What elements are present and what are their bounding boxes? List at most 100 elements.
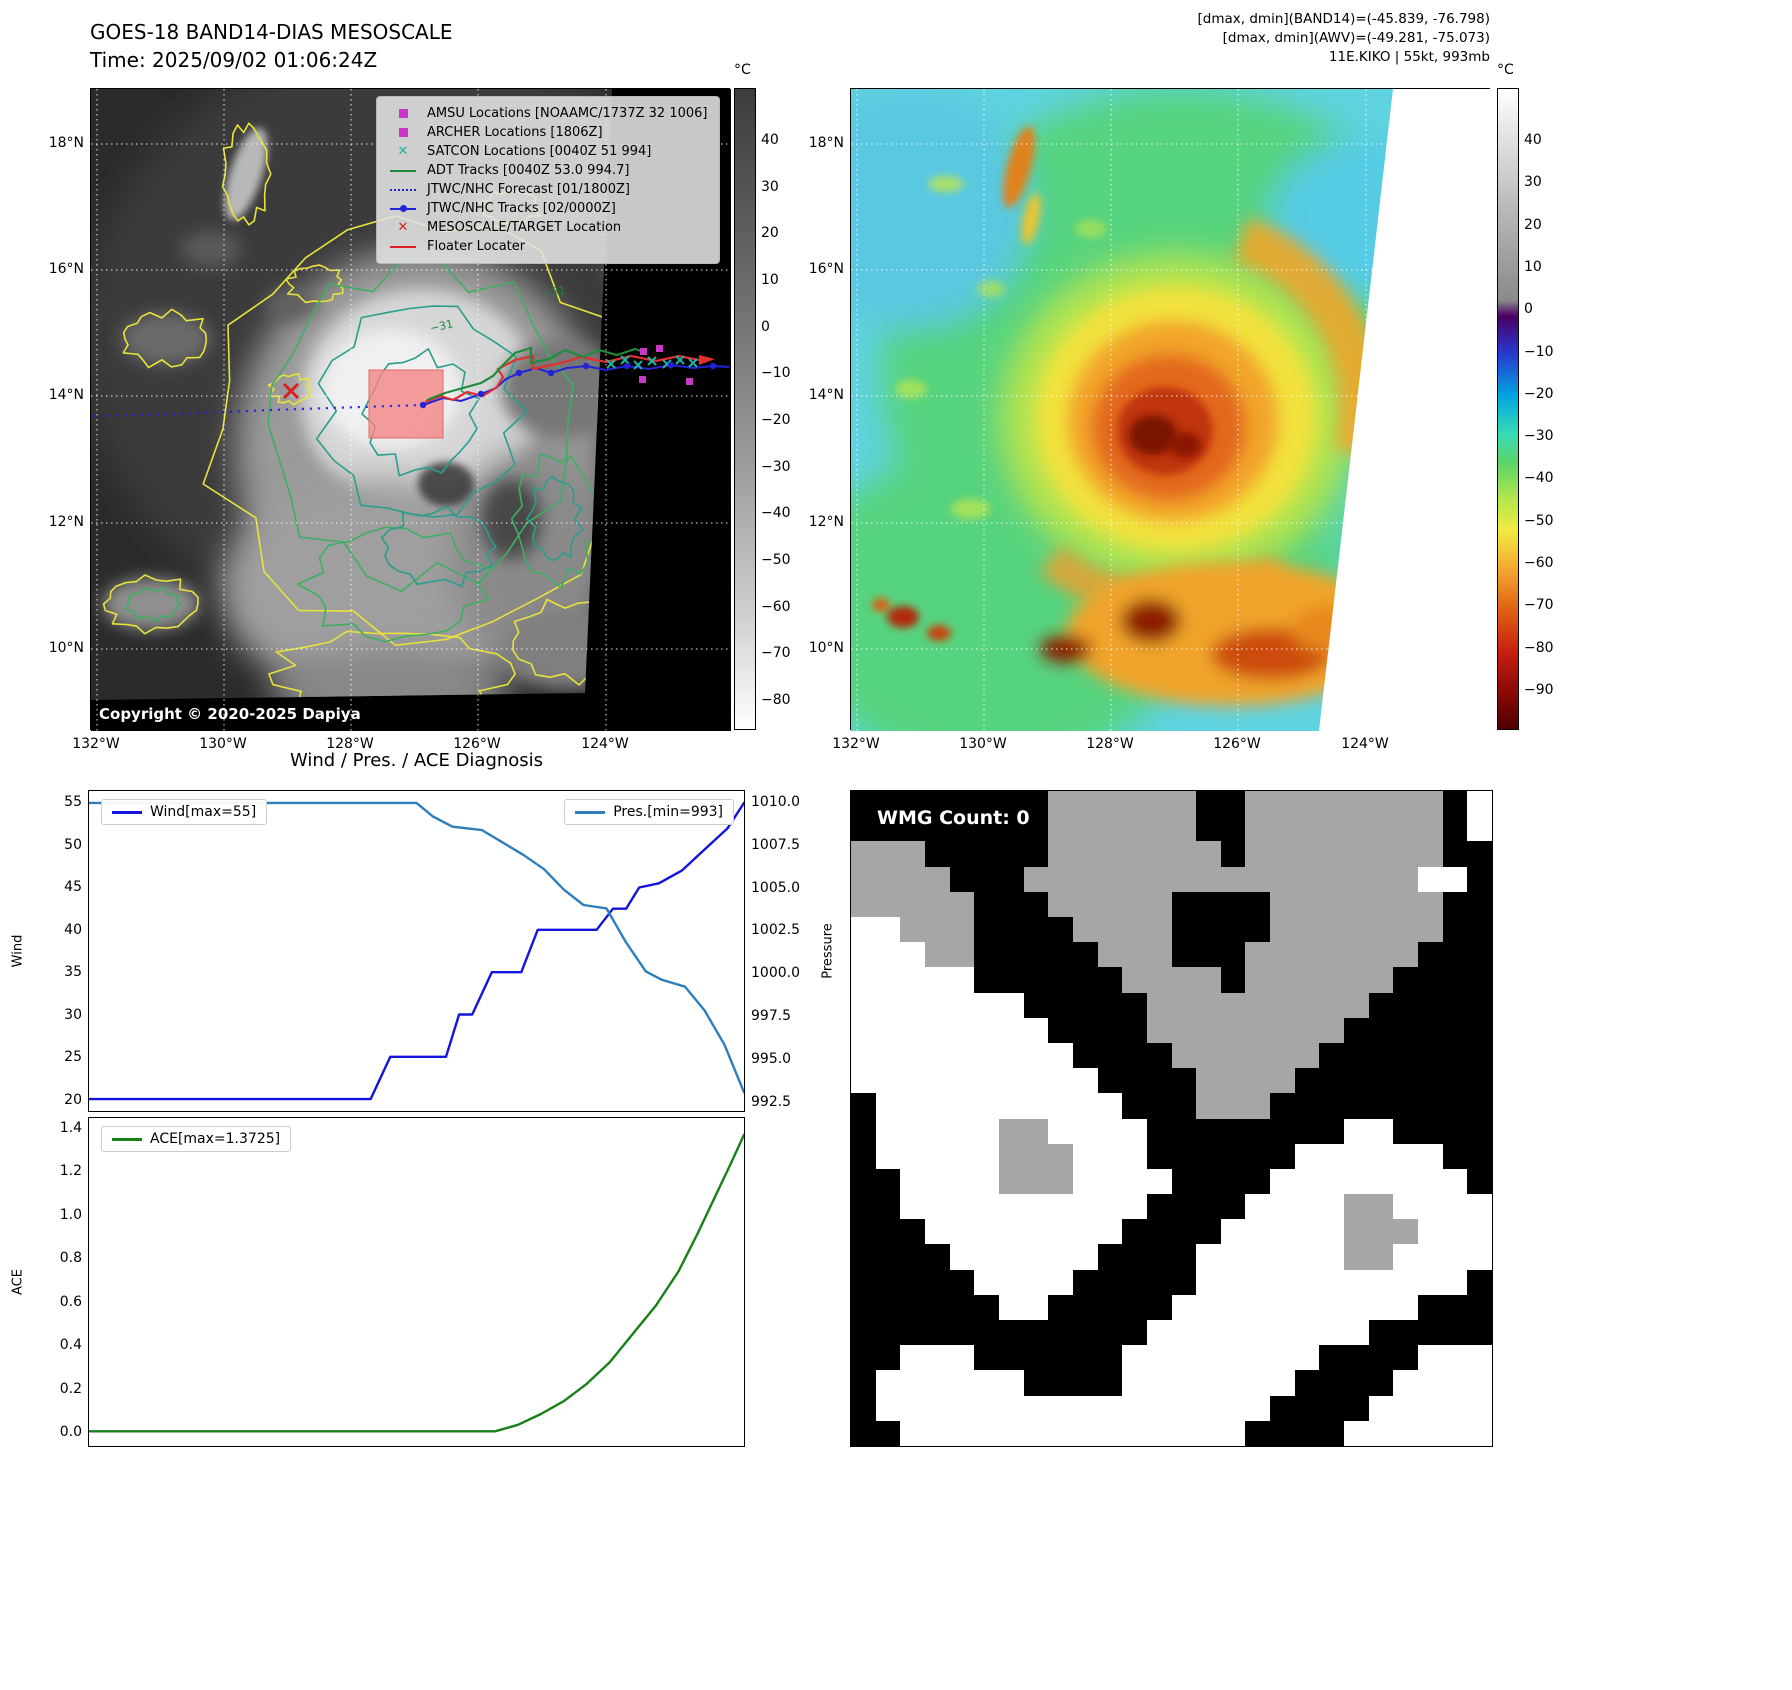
wmg-cell bbox=[974, 866, 999, 892]
wmg-cell bbox=[1319, 1420, 1345, 1446]
track-layer bbox=[93, 345, 730, 418]
wmg-cell bbox=[1344, 1017, 1369, 1043]
diagnosis-title: Wind / Pres. / ACE Diagnosis bbox=[289, 750, 544, 771]
wmg-cell bbox=[974, 992, 999, 1018]
wmg-cell bbox=[1171, 866, 1197, 892]
wmg-cell bbox=[1122, 1143, 1147, 1169]
wmg-cell bbox=[1196, 841, 1221, 867]
wmg-cell bbox=[1097, 1042, 1123, 1069]
wmg-cell bbox=[1122, 1269, 1147, 1295]
wmg-cell bbox=[900, 967, 925, 993]
wmg-cell bbox=[1368, 942, 1394, 968]
wmg-cell bbox=[1097, 1168, 1123, 1195]
wmg-cell bbox=[1146, 1068, 1172, 1094]
wmg-cell bbox=[1023, 1294, 1049, 1321]
wmg-cell bbox=[1418, 1395, 1443, 1421]
wmg-cell bbox=[974, 841, 999, 867]
wmg-cell bbox=[1467, 1345, 1492, 1371]
wmg-cell bbox=[1393, 791, 1419, 817]
wmg-cell bbox=[1196, 1042, 1221, 1069]
wmg-cell bbox=[1368, 841, 1394, 867]
wmg-cell bbox=[998, 1370, 1024, 1396]
wmg-cell bbox=[1442, 967, 1468, 993]
tick-label: 20 bbox=[761, 225, 779, 242]
wmg-cell bbox=[998, 1320, 1024, 1346]
contour-value-label: −31 bbox=[542, 284, 567, 300]
wmg-cell bbox=[1023, 1320, 1049, 1346]
wmg-cell bbox=[1072, 1370, 1098, 1396]
wmg-cell bbox=[1245, 1168, 1271, 1195]
wmg-cell bbox=[974, 891, 999, 917]
wmg-cell bbox=[1171, 1042, 1197, 1069]
wmg-cell bbox=[1220, 1093, 1246, 1119]
wmg-cell bbox=[1294, 1118, 1320, 1144]
wmg-cell bbox=[900, 1168, 925, 1195]
wmg-cell bbox=[1245, 1370, 1271, 1396]
wmg-cell bbox=[949, 1068, 975, 1094]
tick-label: −30 bbox=[761, 458, 791, 475]
wmg-cell bbox=[1072, 992, 1098, 1018]
wmg-cell bbox=[924, 1269, 950, 1295]
wmg-cell bbox=[1319, 791, 1345, 817]
wmg-cell bbox=[1467, 967, 1492, 993]
wmg-cell bbox=[1344, 916, 1369, 943]
legend-item-label: ARCHER Locations [1806Z] bbox=[427, 125, 603, 140]
wmg-cell bbox=[1344, 1219, 1369, 1245]
wmg-cell bbox=[1122, 916, 1147, 943]
tick-label: 18°N bbox=[808, 135, 844, 151]
wmg-cell bbox=[1048, 1194, 1073, 1220]
wmg-cell bbox=[1171, 841, 1197, 867]
wmg-cell bbox=[998, 1143, 1024, 1169]
wmg-cell bbox=[1294, 841, 1320, 867]
wmg-cell bbox=[1294, 1370, 1320, 1396]
wmg-cell bbox=[1072, 1042, 1098, 1069]
wmg-cell bbox=[1393, 967, 1419, 993]
wmg-cell bbox=[924, 891, 950, 917]
wmg-cell bbox=[1294, 1269, 1320, 1295]
wmg-cell bbox=[1048, 1219, 1073, 1245]
wmg-cell bbox=[1048, 1244, 1073, 1270]
wmg-cell bbox=[1122, 816, 1147, 842]
wmg-cell bbox=[1319, 992, 1345, 1018]
tick-label: 1000.0 bbox=[751, 965, 800, 982]
wmg-cell bbox=[1023, 967, 1049, 993]
wmg-cell bbox=[1418, 1143, 1443, 1169]
ace-plot-area bbox=[87, 1133, 746, 1433]
jtwc-track-point bbox=[709, 362, 717, 370]
wmg-cell bbox=[1294, 1345, 1320, 1371]
north-streak-layer bbox=[1003, 126, 1041, 245]
jtwc-track-point bbox=[419, 401, 427, 409]
legend-item: JTWC/NHC Forecast [01/1800Z] bbox=[387, 180, 709, 199]
wmg-cell bbox=[1196, 1168, 1221, 1195]
wmg-cell bbox=[1097, 1244, 1123, 1270]
wmg-cell bbox=[1097, 1219, 1123, 1245]
wmg-cell bbox=[1368, 1194, 1394, 1220]
tick-label: 0.6 bbox=[59, 1293, 82, 1310]
wmg-cell bbox=[1048, 866, 1073, 892]
wmg-cell bbox=[875, 1294, 901, 1321]
wind-legend: Wind[max=55] bbox=[101, 799, 268, 825]
wmg-cell bbox=[1270, 1093, 1295, 1119]
wmg-cell bbox=[1442, 916, 1468, 943]
wmg-cell bbox=[949, 1244, 975, 1270]
legend-item-label: MESOSCALE/TARGET Location bbox=[427, 220, 622, 235]
wmg-cell bbox=[1171, 942, 1197, 968]
wmg-cell bbox=[1418, 1168, 1443, 1195]
wmg-cell bbox=[1171, 1143, 1197, 1169]
pressure-legend-label: Pres.[min=993] bbox=[613, 804, 723, 820]
wmg-cell bbox=[1220, 1420, 1246, 1446]
wmg-cell bbox=[974, 1068, 999, 1094]
wmg-cell bbox=[1418, 816, 1443, 842]
wmg-cell bbox=[1368, 1370, 1394, 1396]
wmg-cell bbox=[974, 1093, 999, 1119]
wmg-cell bbox=[1023, 1093, 1049, 1119]
wmg-cell bbox=[1270, 1420, 1295, 1446]
tick-label: 25 bbox=[64, 1049, 82, 1066]
wmg-cell bbox=[1146, 1118, 1172, 1144]
wmg-cell bbox=[1442, 1294, 1468, 1321]
wmg-cell bbox=[998, 1244, 1024, 1270]
wmg-cell bbox=[1122, 1219, 1147, 1245]
wmg-cell bbox=[875, 1194, 901, 1220]
wmg-cell bbox=[851, 866, 876, 892]
wmg-cell bbox=[998, 992, 1024, 1018]
